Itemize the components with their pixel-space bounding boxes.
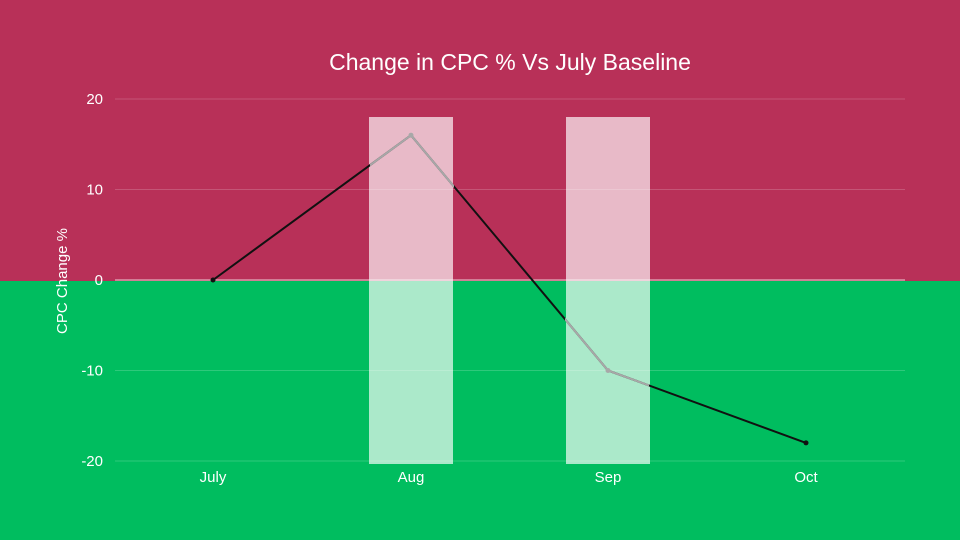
data-point-july [210, 277, 216, 283]
series-line-path [212, 133, 807, 444]
y-tick-label: 20 [86, 91, 103, 108]
y-tick-label: 0 [95, 272, 103, 289]
data-point-aug [408, 132, 414, 138]
positive-zone-background [0, 0, 960, 281]
gridlines [115, 98, 905, 462]
y-axis-label: CPC Change % [54, 228, 71, 334]
data-point-oct [803, 440, 809, 446]
y-axis-tick-labels: 20 10 0 -10 -20 [81, 91, 103, 470]
series-line [212, 133, 807, 444]
x-tick-label: Oct [794, 469, 818, 486]
y-tick-label: -10 [81, 363, 103, 380]
data-points [210, 132, 809, 446]
x-axis-tick-labels: July Aug Sep Oct [200, 469, 819, 486]
data-point-sep [605, 368, 611, 373]
x-tick-label: July [200, 469, 227, 486]
x-tick-label: Sep [595, 469, 622, 486]
negative-zone-background [0, 281, 960, 540]
y-tick-label: -20 [81, 453, 103, 470]
highlight-bands [369, 117, 650, 464]
chart-title: Change in CPC % Vs July Baseline [329, 49, 691, 75]
highlight-band-aug [369, 117, 453, 464]
highlight-band-sep [566, 117, 650, 464]
x-tick-label: Aug [398, 469, 425, 486]
y-tick-label: 10 [86, 182, 103, 199]
